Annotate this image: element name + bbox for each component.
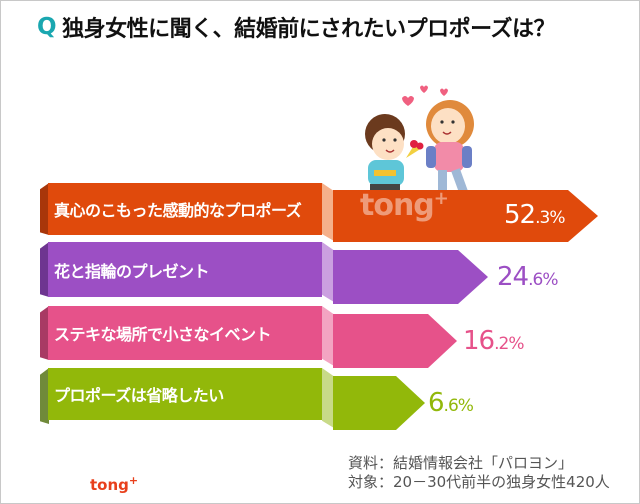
title-text: 独身女性に聞く、結婚前にされたいプロポーズは？: [62, 17, 556, 42]
bar-1-value: 52.3%: [504, 200, 565, 230]
bar-3-label-block: ステキな場所で小さなイベント: [48, 306, 322, 360]
bar-1-label: 真心のこもった感動的なプロポーズ: [54, 201, 302, 220]
source-note: 資料：結婚情報会社「パロヨン」 対象：20－30代前半の独身女性420人: [348, 454, 610, 492]
bar-1-label-block: 真心のこもった感動的なプロポーズ: [48, 183, 322, 235]
bar-2-label: 花と指輪のプレゼント: [54, 261, 210, 281]
bar-1-arrow: [333, 190, 598, 242]
bar-4-value: 6.6%: [428, 388, 474, 418]
bar-3-side-face: [40, 306, 49, 360]
bar-3-value: 16.2%: [463, 326, 524, 356]
tong-watermark: tong+: [360, 188, 449, 223]
bar-2-arrow: [333, 250, 488, 304]
bar-4-label: プロポーズは省略したい: [54, 386, 224, 405]
bar-4-arrow: [333, 376, 425, 430]
couple-proposal-illustration-icon: [365, 85, 474, 200]
tong-logo: tong+: [90, 474, 139, 494]
bar-1-side-face: [40, 183, 49, 235]
chart-title: Q 独身女性に聞く、結婚前にされたいプロポーズは？: [37, 12, 556, 42]
bar-4-label-block: プロポーズは省略したい: [48, 368, 322, 420]
bar-2-label-block: 花と指輪のプレゼント: [48, 242, 322, 297]
q-mark-icon: Q: [37, 14, 57, 40]
bar-3-bevel: [322, 306, 334, 366]
bar-4-side-face: [40, 368, 49, 424]
source-line: 資料：結婚情報会社「パロヨン」: [348, 454, 574, 472]
bar-3-label: ステキな場所で小さなイベント: [54, 325, 272, 344]
bar-4-bevel: [322, 368, 334, 428]
bar-2-bevel: [322, 242, 334, 302]
bar-2-side-face: [40, 242, 49, 297]
target-line: 対象：20－30代前半の独身女性420人: [348, 473, 610, 491]
bar-3-arrow: [333, 314, 457, 368]
bar-1-bevel: [322, 183, 334, 241]
bar-2-value: 24.6%: [497, 262, 558, 292]
